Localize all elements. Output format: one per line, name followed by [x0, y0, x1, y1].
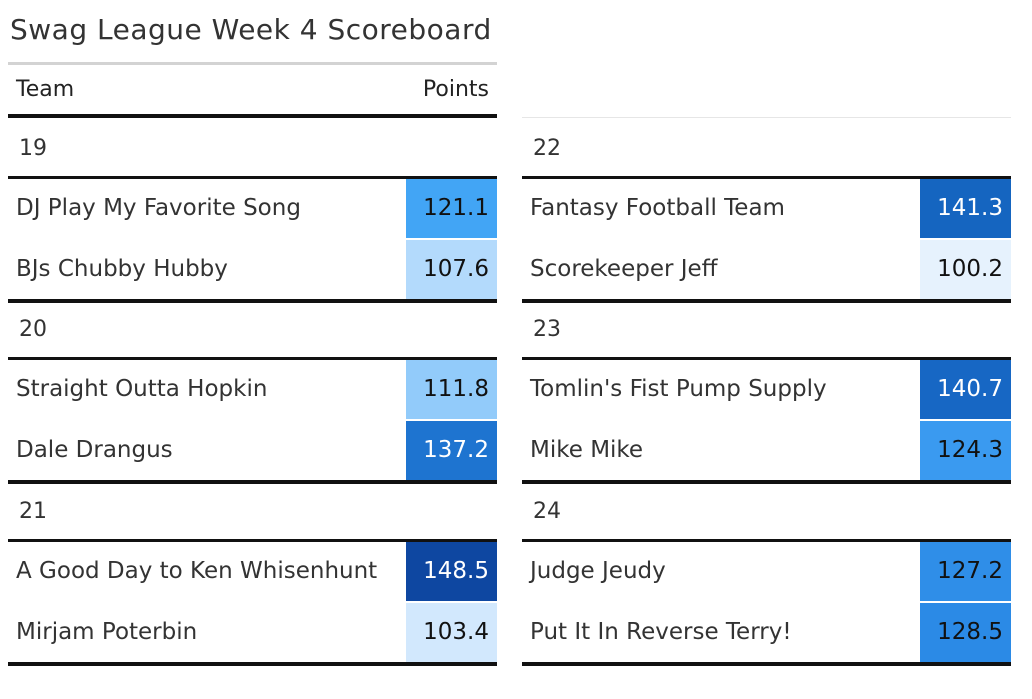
team-points: 124.3	[920, 421, 1011, 480]
team-points: 128.5	[920, 603, 1011, 662]
team-row: Fantasy Football Team 141.3	[522, 179, 1011, 238]
game-block: 21 A Good Day to Ken Whisenhunt 148.5 Mirja…	[8, 481, 497, 666]
team-name: Scorekeeper Jeff	[530, 256, 718, 282]
team-row: Scorekeeper Jeff 100.2	[522, 238, 1011, 299]
column-header: Team Points	[8, 64, 497, 118]
team-points: 100.2	[920, 240, 1011, 299]
team-points: 127.2	[920, 542, 1011, 601]
team-points: 137.2	[406, 421, 497, 480]
game-block: 20 Straight Outta Hopkin 111.8 Dale Drangus…	[8, 299, 497, 484]
team-name: Dale Drangus	[16, 437, 173, 463]
team-row: Put It In Reverse Terry! 128.5	[522, 601, 1011, 662]
team-row: Straight Outta Hopkin 111.8	[8, 360, 497, 419]
game-id: 19	[19, 136, 47, 161]
team-points: 148.5	[406, 542, 497, 601]
team-name: Fantasy Football Team	[530, 195, 785, 221]
team-column-header: Team	[16, 77, 75, 102]
title-divider	[8, 62, 497, 65]
team-row: DJ Play My Favorite Song 121.1	[8, 179, 497, 238]
team-name: Put It In Reverse Terry!	[530, 619, 792, 645]
team-name: A Good Day to Ken Whisenhunt	[16, 558, 378, 584]
game-id: 21	[19, 499, 47, 524]
team-row: Mike Mike 124.3	[522, 419, 1011, 480]
game-id-row: 22	[522, 118, 1011, 179]
game-id-row: 21	[8, 481, 497, 542]
team-points: 111.8	[406, 360, 497, 419]
team-name: Mike Mike	[530, 437, 644, 463]
team-points: 140.7	[920, 360, 1011, 419]
team-points: 103.4	[406, 603, 497, 662]
team-name: DJ Play My Favorite Song	[16, 195, 301, 221]
team-row: Dale Drangus 137.2	[8, 419, 497, 480]
team-name: Tomlin's Fist Pump Supply	[530, 376, 827, 402]
game-id: 24	[533, 499, 561, 524]
team-row: A Good Day to Ken Whisenhunt 148.5	[8, 542, 497, 601]
game-id-row: 24	[522, 481, 1011, 542]
right-column-divider	[522, 117, 1011, 118]
team-points: 107.6	[406, 240, 497, 299]
team-name: BJs Chubby Hubby	[16, 256, 228, 282]
team-points: 121.1	[406, 179, 497, 238]
game-block: 19 DJ Play My Favorite Song 121.1 BJs Chubb…	[8, 118, 497, 303]
game-block: 22 Fantasy Football Team 141.3 Scorekeeper …	[522, 118, 1011, 303]
points-column-header: Points	[422, 77, 489, 102]
team-name: Straight Outta Hopkin	[16, 376, 268, 402]
team-row: Tomlin's Fist Pump Supply 140.7	[522, 360, 1011, 419]
team-name: Mirjam Poterbin	[16, 619, 198, 645]
team-points: 141.3	[920, 179, 1011, 238]
page-title: Swag League Week 4 Scoreboard	[10, 13, 492, 46]
team-row: BJs Chubby Hubby 107.6	[8, 238, 497, 299]
team-name: Judge Jeudy	[530, 558, 666, 584]
game-block: 24 Judge Jeudy 127.2 Put It In Reverse Terr…	[522, 481, 1011, 666]
game-id-row: 19	[8, 118, 497, 179]
game-id-row: 23	[522, 299, 1011, 360]
game-id: 20	[19, 317, 47, 342]
game-id: 22	[533, 136, 561, 161]
game-id-row: 20	[8, 299, 497, 360]
game-id: 23	[533, 317, 561, 342]
team-row: Judge Jeudy 127.2	[522, 542, 1011, 601]
team-row: Mirjam Poterbin 103.4	[8, 601, 497, 662]
game-block: 23 Tomlin's Fist Pump Supply 140.7 Mike Mik…	[522, 299, 1011, 484]
